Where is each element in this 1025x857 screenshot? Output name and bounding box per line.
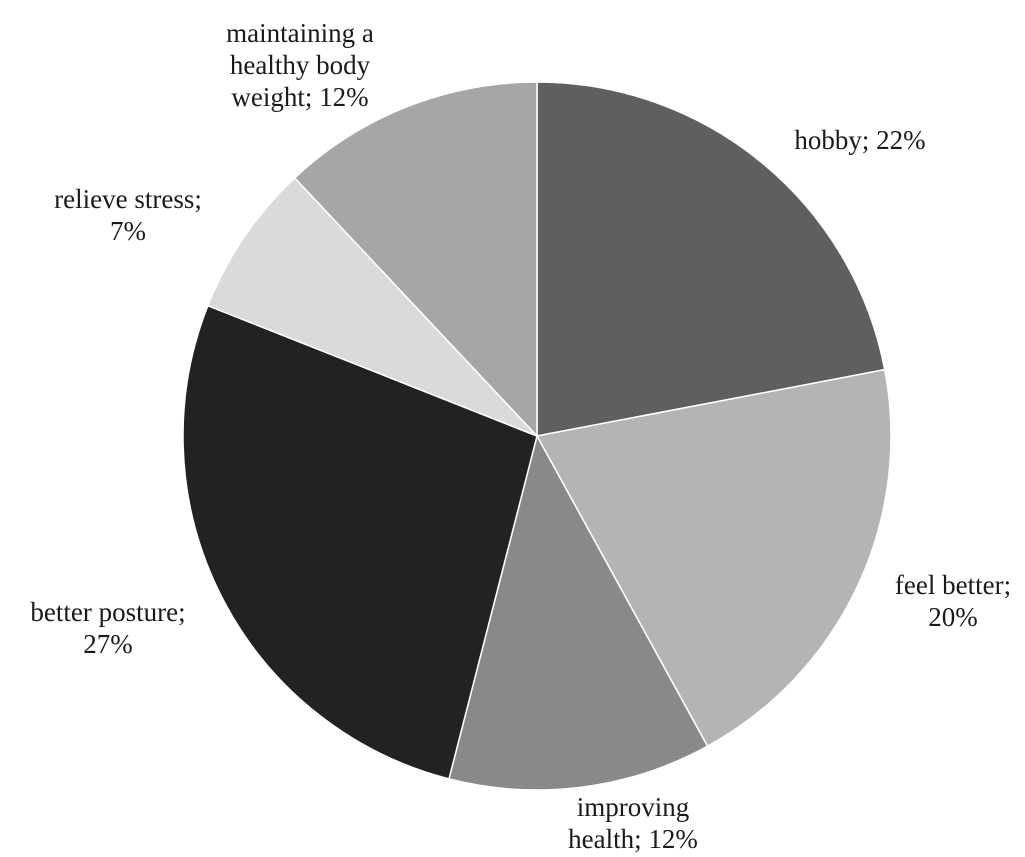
data-label-line: health; 12% xyxy=(568,824,698,854)
pie-slice-feel-better xyxy=(535,368,892,748)
data-label-line: 27% xyxy=(83,629,133,659)
pie-slice-better-posture xyxy=(182,304,538,780)
data-label-relieve-stress: relieve stress; 7% xyxy=(54,184,202,246)
data-label-maintaining-a-healthy-body-weight: maintaining a healthy body weight; 12% xyxy=(226,18,374,112)
data-label-line: hobby; 22% xyxy=(794,125,925,155)
data-label-line: improving xyxy=(577,792,690,822)
pie-slice-improving-health xyxy=(448,433,709,791)
pie-slice-hobby xyxy=(536,81,886,437)
data-label-line: better posture; xyxy=(30,597,185,627)
pie-slice-maintaining-a-healthy-body-weight xyxy=(293,81,538,438)
data-label-line: feel better; xyxy=(895,570,1011,600)
data-label-line: relieve stress; xyxy=(54,184,202,214)
data-label-feel-better: feel better; 20% xyxy=(895,570,1011,632)
data-label-hobby: hobby; 22% xyxy=(794,125,925,155)
data-label-line: weight; 12% xyxy=(231,82,368,112)
data-label-line: 20% xyxy=(928,602,978,632)
data-label-better-posture: better posture; 27% xyxy=(30,597,185,659)
pie-labels: hobby; 22%feel better; 20%improving health… xyxy=(30,18,1011,854)
data-label-line: healthy body xyxy=(230,50,371,80)
data-label-line: maintaining a xyxy=(226,18,374,48)
data-label-line: 7% xyxy=(110,216,146,246)
pie-slices xyxy=(182,81,892,791)
data-label-improving-health: improving health; 12% xyxy=(568,792,698,854)
pie-slice-relieve-stress xyxy=(206,176,538,437)
